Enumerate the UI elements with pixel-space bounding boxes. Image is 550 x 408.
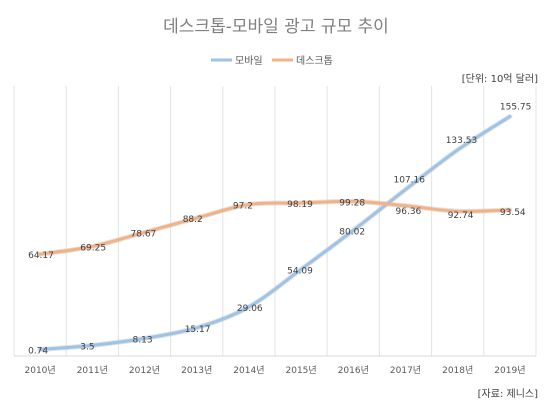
- data-label-mobile: 8.13: [133, 335, 153, 345]
- legend-label-mobile: 모바일: [235, 55, 263, 67]
- data-label-mobile: 133.53: [446, 136, 478, 146]
- x-tick-label: 2014년: [233, 365, 264, 376]
- data-label-mobile: 155.75: [500, 103, 532, 113]
- data-label-desktop: 88.2: [183, 215, 203, 225]
- data-label-desktop: 97.2: [233, 202, 253, 212]
- data-point-mobile: [404, 188, 407, 191]
- x-axis-ticks: 2010년 2011년 2012년 2013년 2014년 2015년 2016년 2017년…: [25, 365, 526, 376]
- data-point-mobile: [508, 115, 511, 118]
- source-label: [자료: 제니스]: [478, 388, 538, 400]
- data-label-desktop: 93.54: [500, 208, 526, 218]
- data-label-desktop: 78.67: [131, 229, 157, 239]
- data-label-desktop: 69.25: [80, 244, 106, 254]
- series-line-desktop: [38, 199, 512, 256]
- data-label-mobile: 29.06: [237, 304, 263, 314]
- data-label-mobile: 107.16: [394, 176, 426, 186]
- data-label-desktop: 92.74: [448, 211, 474, 221]
- x-tick-label: 2013년: [181, 365, 212, 376]
- x-tick-label: 2016년: [338, 365, 369, 376]
- x-tick-label: 2017년: [390, 365, 421, 376]
- x-tick-label: 2015년: [286, 365, 317, 376]
- data-label-mobile: 54.09: [287, 266, 313, 276]
- x-tick-label: 2012년: [129, 365, 160, 376]
- x-tick-label: 2018년: [442, 365, 473, 376]
- data-label-mobile: 80.02: [339, 227, 365, 237]
- data-label-mobile: 3.5: [80, 342, 94, 352]
- data-labels: 0.74 3.5 8.13 15.17 29.06 54.09 80.02 107.16 133…: [28, 103, 531, 357]
- chart-title: 데스크톱-모바일 광고 규모 추이: [163, 17, 389, 37]
- legend: 모바일 데스크톱: [211, 55, 333, 67]
- legend-label-desktop: 데스크톱: [296, 55, 333, 67]
- data-label-desktop: 99.28: [339, 198, 365, 208]
- x-tick-label: 2019년: [494, 365, 525, 376]
- x-tick-label: 2011년: [77, 365, 108, 376]
- series: [37, 114, 513, 352]
- data-label-mobile: 15.17: [185, 325, 211, 335]
- data-label-desktop: 98.19: [287, 200, 313, 210]
- data-point-mobile: [456, 148, 459, 151]
- data-label-desktop: 96.36: [396, 207, 422, 217]
- series-line-mobile: [38, 115, 512, 351]
- grid: [13, 86, 537, 356]
- data-label-mobile: 0.74: [28, 347, 48, 357]
- x-tick-label: 2010년: [25, 365, 56, 376]
- unit-label: [단위: 10억 달러]: [462, 72, 538, 85]
- data-label-desktop: 64.17: [28, 251, 54, 261]
